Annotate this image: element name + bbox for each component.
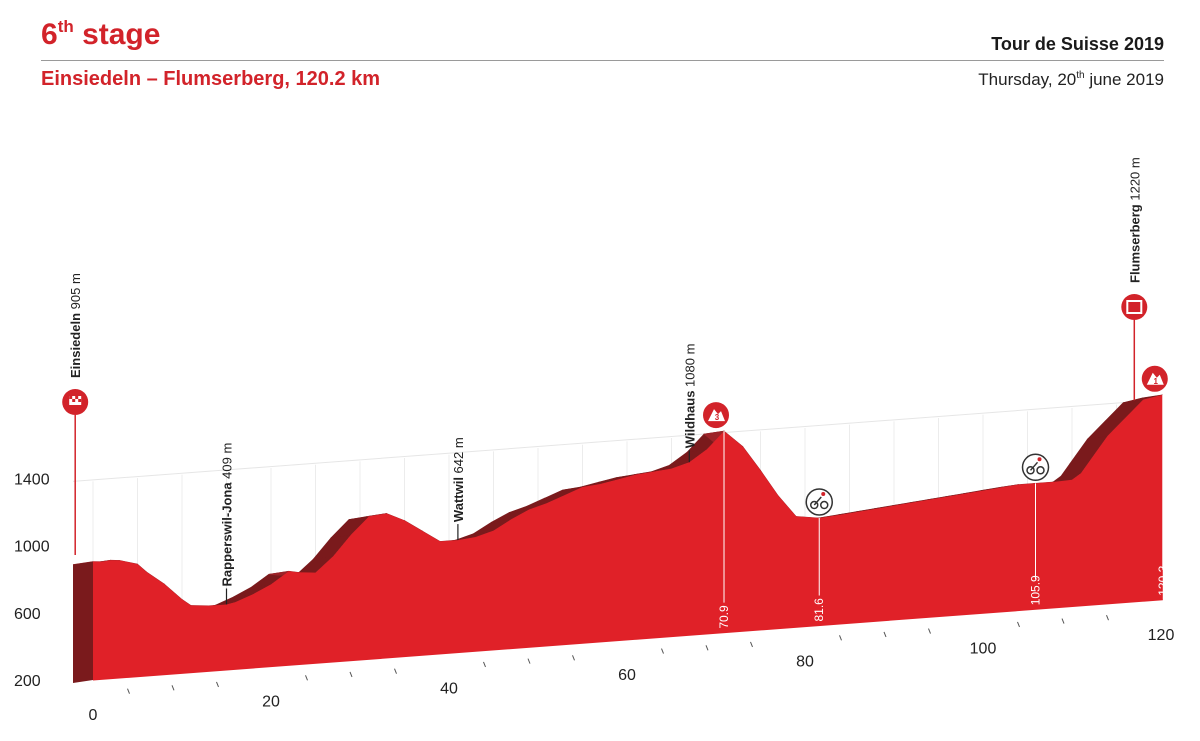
profile-area [93, 394, 1163, 680]
x-tick-minor [527, 658, 531, 664]
x-tick-minor [883, 631, 887, 638]
location-name: Flumserberg [1127, 201, 1142, 283]
location-altitude: 905 m [68, 273, 83, 309]
bike-wheel-icon [819, 500, 829, 510]
km-label: 120.2 [1156, 565, 1170, 595]
location-label: Einsiedeln 905 m [68, 273, 83, 378]
mountain-icon [708, 409, 726, 422]
route-title: Einsiedeln – Flumserberg, 120.2 km [41, 68, 381, 90]
profile-front [93, 394, 1163, 680]
x-tick-minor [839, 635, 842, 641]
checkered-square [75, 396, 79, 399]
x-tick-minor [216, 681, 219, 688]
y-tick-label: 1400 [14, 471, 50, 488]
location-name: Wattwil [451, 473, 466, 522]
location-altitude: 409 m [220, 443, 235, 479]
y-tick-label: 200 [14, 673, 41, 690]
grid-line-top [72, 400, 1143, 482]
x-tick-minor [394, 668, 397, 674]
y-tick-label: 1000 [14, 539, 50, 556]
location-label: Wildhaus 1080 m [682, 344, 697, 449]
location-altitude: 642 m [451, 437, 466, 473]
x-tick-minor [1061, 618, 1065, 624]
bike-frame-icon [813, 496, 822, 506]
header-divider [41, 60, 1164, 61]
location-label: Flumserberg 1220 m [1127, 157, 1142, 283]
profile-side-face [1123, 394, 1163, 403]
x-tick-minor [1106, 615, 1109, 621]
bike-wheel-icon [1036, 466, 1045, 475]
x-tick-minor [661, 648, 664, 654]
bike-wheel-icon [1026, 466, 1035, 475]
x-tick-label: 100 [970, 640, 997, 657]
x-tick-minor [750, 641, 753, 648]
rider-head-icon [821, 492, 826, 497]
x-tick-minor [1017, 621, 1020, 628]
sprint-badge-icon [1021, 453, 1050, 482]
checkered-square [78, 399, 82, 402]
x-tick-minor [127, 688, 130, 694]
header: 6th stage Tour de Suisse 2019 Einsiedeln… [0, 0, 1200, 100]
x-tick-minor [349, 671, 353, 678]
race-title: Tour de Suisse 2019 [991, 34, 1164, 54]
location-markers: Einsiedeln 905 m Rapperswil-Jona 409 m Wat… [62, 157, 1148, 605]
finish-banner-icon [1126, 300, 1143, 314]
x-tick-label: 60 [618, 667, 636, 684]
x-tick-minor [305, 675, 308, 681]
checkered-square [72, 399, 76, 402]
date-suffix: th [1076, 70, 1085, 81]
km-label: 81.6 [812, 598, 826, 622]
location-label: Wattwil 642 m [451, 437, 466, 522]
location-altitude: 1220 m [1127, 157, 1142, 200]
stage-suffix: th [57, 17, 74, 36]
date-post: june 2019 [1084, 70, 1164, 89]
x-tick-label: 0 [89, 707, 98, 724]
sprint-badge-icon [805, 488, 833, 516]
location-name: Einsiedeln [68, 309, 83, 378]
rider-head-icon [1037, 457, 1042, 462]
x-tick-minor [171, 685, 175, 691]
bike-wheel-icon [809, 500, 819, 510]
x-tick-label: 80 [796, 654, 814, 671]
stage-number: 6 [41, 18, 58, 51]
stage-date: Thursday, 20th june 2019 [978, 70, 1164, 90]
x-tick-label: 20 [262, 694, 280, 711]
stage-title: 6th stage [41, 17, 160, 52]
bike-frame-icon [1029, 461, 1039, 471]
x-tick-minor [572, 655, 575, 661]
checkered-square [69, 396, 73, 399]
x-tick-minor [928, 628, 931, 634]
climb-category: 3 [715, 413, 720, 422]
y-tick-label: 600 [14, 606, 41, 623]
location-altitude: 1080 m [682, 344, 697, 387]
climb-category: 1 [1154, 377, 1159, 386]
x-tick-minor [705, 645, 709, 651]
axes: 0 20 40 60 80 100 120 200 600 1000 1400 [14, 471, 1174, 724]
markers: 3 70.9 1 120.2 81.6 105.9 [701, 363, 1170, 629]
finish-icon [1121, 294, 1148, 320]
date-pre: Thursday, 20 [978, 70, 1077, 89]
mountain-icon [1146, 372, 1164, 385]
profile-start-face [73, 561, 93, 683]
stage-word: stage [73, 18, 161, 51]
km-label: 105.9 [1029, 575, 1043, 605]
x-tick-minor [483, 661, 486, 668]
location-label: Rapperswil-Jona 409 m [220, 443, 235, 587]
x-tick-label: 120 [1148, 627, 1175, 644]
location-name: Rapperswil-Jona [220, 479, 235, 587]
baseline [92, 599, 1163, 681]
location-name: Wildhaus [682, 387, 697, 448]
km-label: 70.9 [717, 605, 731, 629]
x-tick-label: 40 [440, 680, 458, 697]
